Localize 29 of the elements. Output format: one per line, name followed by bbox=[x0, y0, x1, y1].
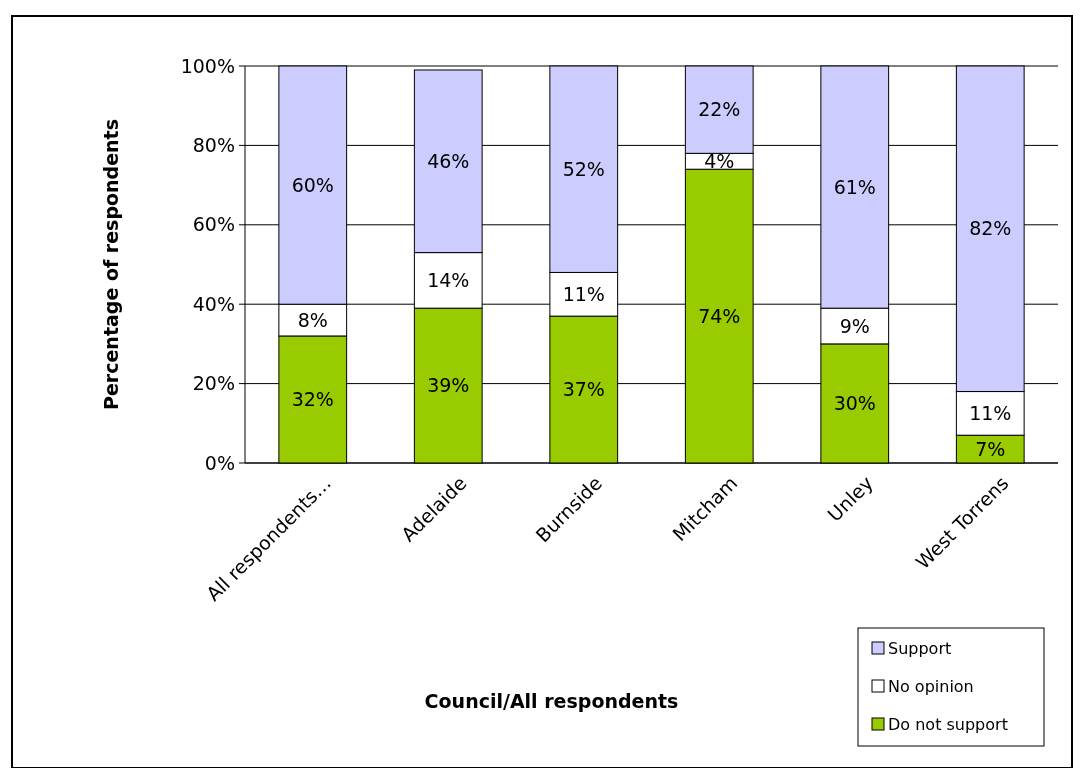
data-label: 7% bbox=[975, 437, 1006, 460]
y-tick-label: 60% bbox=[192, 213, 235, 236]
data-label: 82% bbox=[969, 217, 1012, 240]
data-label: 11% bbox=[969, 402, 1012, 425]
y-tick-label: 80% bbox=[192, 134, 235, 157]
data-label: 39% bbox=[427, 374, 470, 397]
data-label: 37% bbox=[562, 378, 605, 401]
data-label: 60% bbox=[291, 173, 334, 196]
y-tick-label: 100% bbox=[180, 54, 235, 77]
data-label: 61% bbox=[833, 175, 876, 198]
y-tick-label: 0% bbox=[204, 451, 235, 474]
data-label: 22% bbox=[698, 98, 741, 121]
data-label: 52% bbox=[562, 157, 605, 180]
data-label: 11% bbox=[562, 282, 605, 305]
legend-label: Support bbox=[888, 638, 952, 658]
data-label: 74% bbox=[698, 304, 741, 327]
data-label: 14% bbox=[427, 269, 470, 292]
data-label: 30% bbox=[833, 392, 876, 415]
y-axis-title: Percentage of respondents bbox=[100, 119, 122, 410]
data-label: 46% bbox=[427, 149, 470, 172]
legend-label: No opinion bbox=[888, 676, 974, 696]
data-label: 32% bbox=[291, 388, 334, 411]
data-label: 8% bbox=[297, 308, 328, 331]
legend-label: Do not support bbox=[888, 714, 1008, 734]
data-label: 9% bbox=[839, 314, 870, 337]
y-tick-label: 20% bbox=[192, 372, 235, 395]
x-axis-title: Council/All respondents bbox=[424, 690, 679, 712]
data-label: 4% bbox=[704, 149, 735, 172]
y-tick-label: 40% bbox=[192, 292, 235, 315]
